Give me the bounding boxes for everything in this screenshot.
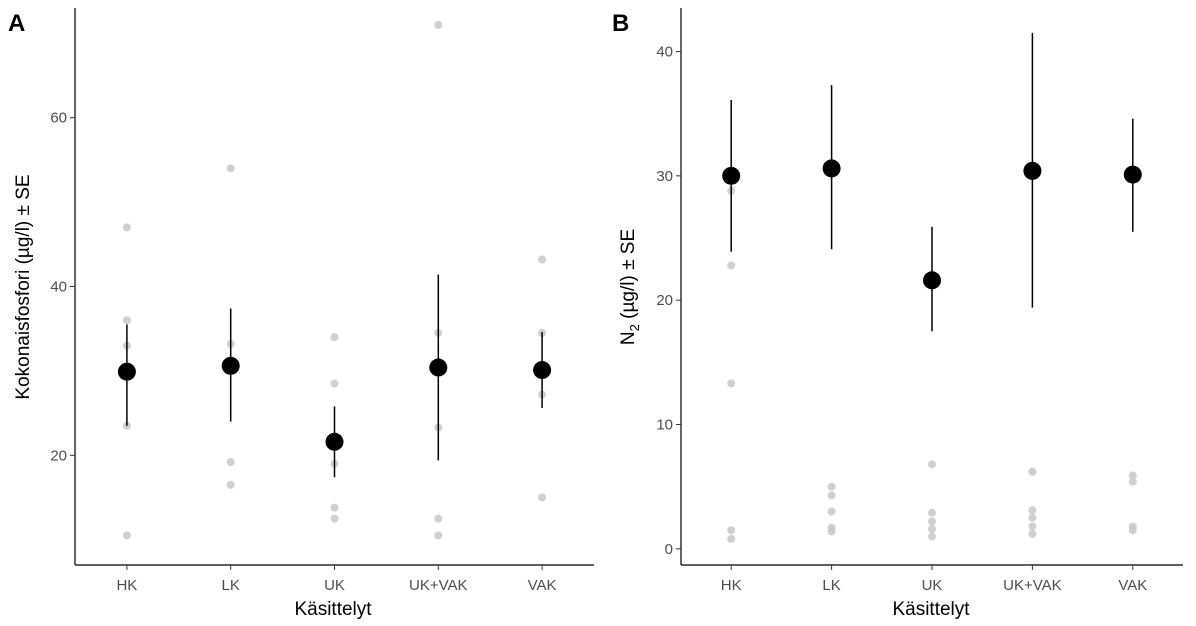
raw-point bbox=[1128, 471, 1137, 480]
raw-point bbox=[538, 255, 547, 264]
y-axis-title-b: N2 (µg/l) ± SE bbox=[618, 229, 642, 345]
raw-point bbox=[330, 333, 339, 342]
y-axis-title-a: Kokonaisfosfori (µg/l) ± SE bbox=[13, 174, 34, 399]
y-ticks-b: 0 10 20 30 40 bbox=[656, 44, 681, 558]
mean-point bbox=[533, 361, 552, 380]
raw-point bbox=[122, 531, 131, 540]
raw-point bbox=[1028, 506, 1037, 515]
y-axis-title-b-rest: (µg/l) ± SE bbox=[618, 229, 639, 324]
x-tick-label-b: UK bbox=[922, 577, 943, 594]
raw-point bbox=[122, 316, 131, 325]
raw-point bbox=[727, 379, 736, 388]
y-tick-label-b: 10 bbox=[656, 417, 673, 434]
x-axis-title-b: Käsittelyt bbox=[892, 599, 970, 620]
raw-point bbox=[434, 531, 443, 540]
y-tick-label-a: 40 bbox=[50, 279, 67, 296]
raw-point bbox=[226, 458, 235, 467]
mean-point bbox=[429, 358, 448, 377]
raw-point bbox=[330, 514, 339, 523]
raw-point bbox=[928, 508, 936, 517]
panel-tag-b: B bbox=[612, 10, 629, 37]
mean-point bbox=[325, 432, 344, 451]
mean-point bbox=[221, 356, 240, 375]
raw-point bbox=[928, 524, 936, 533]
mean-point bbox=[117, 362, 136, 381]
raw-point bbox=[434, 20, 443, 29]
mean-point bbox=[722, 166, 741, 185]
x-tick-label-b: HK bbox=[721, 577, 742, 594]
mean-point bbox=[1123, 165, 1142, 184]
raw-point bbox=[727, 526, 736, 535]
y-axis-title-b-sub: 2 bbox=[627, 324, 642, 331]
raw-point bbox=[122, 223, 131, 232]
mean-points-b bbox=[722, 159, 1142, 290]
raw-point bbox=[226, 480, 235, 489]
raw-point bbox=[1128, 522, 1137, 531]
raw-points-b bbox=[727, 186, 1137, 543]
x-tick-label-b: VAK bbox=[1118, 577, 1147, 594]
panel-a: A Käsittelyt Kokonaisfosfori (µg/l) ± SE… bbox=[8, 8, 594, 620]
raw-point bbox=[330, 503, 339, 512]
y-ticks-a: 20 40 60 bbox=[50, 110, 75, 464]
raw-point bbox=[928, 460, 936, 469]
y-tick-label-b: 30 bbox=[656, 168, 673, 185]
raw-point bbox=[827, 482, 836, 491]
x-tick-label-a: VAK bbox=[528, 577, 557, 594]
x-tick-label-a: HK bbox=[116, 577, 137, 594]
x-tick-label-a: LK bbox=[222, 577, 240, 594]
y-tick-label-a: 60 bbox=[50, 110, 67, 127]
raw-point bbox=[827, 507, 836, 516]
raw-point bbox=[434, 514, 443, 523]
x-tick-label-b: UK+VAK bbox=[1003, 577, 1062, 594]
y-tick-label-a: 20 bbox=[50, 447, 67, 464]
raw-point bbox=[928, 517, 936, 526]
y-tick-label-b: 40 bbox=[656, 44, 673, 61]
y-axis-title-b-main: N bbox=[618, 331, 639, 345]
raw-point bbox=[827, 491, 836, 500]
mean-points-a bbox=[117, 356, 552, 451]
raw-point bbox=[1128, 477, 1137, 486]
raw-point bbox=[1028, 467, 1037, 476]
x-ticks-b: HK LK UK UK+VAK VAK bbox=[721, 565, 1147, 594]
x-axis-title-a: Käsittelyt bbox=[294, 599, 372, 620]
raw-point bbox=[827, 523, 836, 532]
y-tick-label-b: 0 bbox=[665, 541, 673, 558]
raw-point bbox=[226, 164, 235, 173]
x-tick-label-a: UK+VAK bbox=[409, 577, 468, 594]
mean-point bbox=[822, 159, 841, 178]
x-tick-label-b: LK bbox=[822, 577, 840, 594]
x-ticks-a: HK LK UK UK+VAK VAK bbox=[116, 565, 557, 594]
raw-point bbox=[928, 532, 936, 541]
panel-tag-a: A bbox=[8, 10, 25, 37]
mean-point bbox=[923, 271, 941, 290]
panel-b: B Käsittelyt N2 (µg/l) ± SE 0 10 20 30 40 HK… bbox=[612, 8, 1183, 620]
raw-point bbox=[1028, 529, 1037, 538]
raw-point bbox=[1028, 513, 1037, 522]
raw-point bbox=[1028, 522, 1037, 531]
y-tick-label-b: 20 bbox=[656, 292, 673, 309]
raw-point bbox=[727, 261, 736, 270]
mean-point bbox=[1023, 161, 1042, 180]
raw-point bbox=[330, 379, 339, 388]
raw-point bbox=[538, 493, 547, 502]
x-tick-label-a: UK bbox=[324, 577, 345, 594]
raw-point bbox=[727, 534, 736, 543]
